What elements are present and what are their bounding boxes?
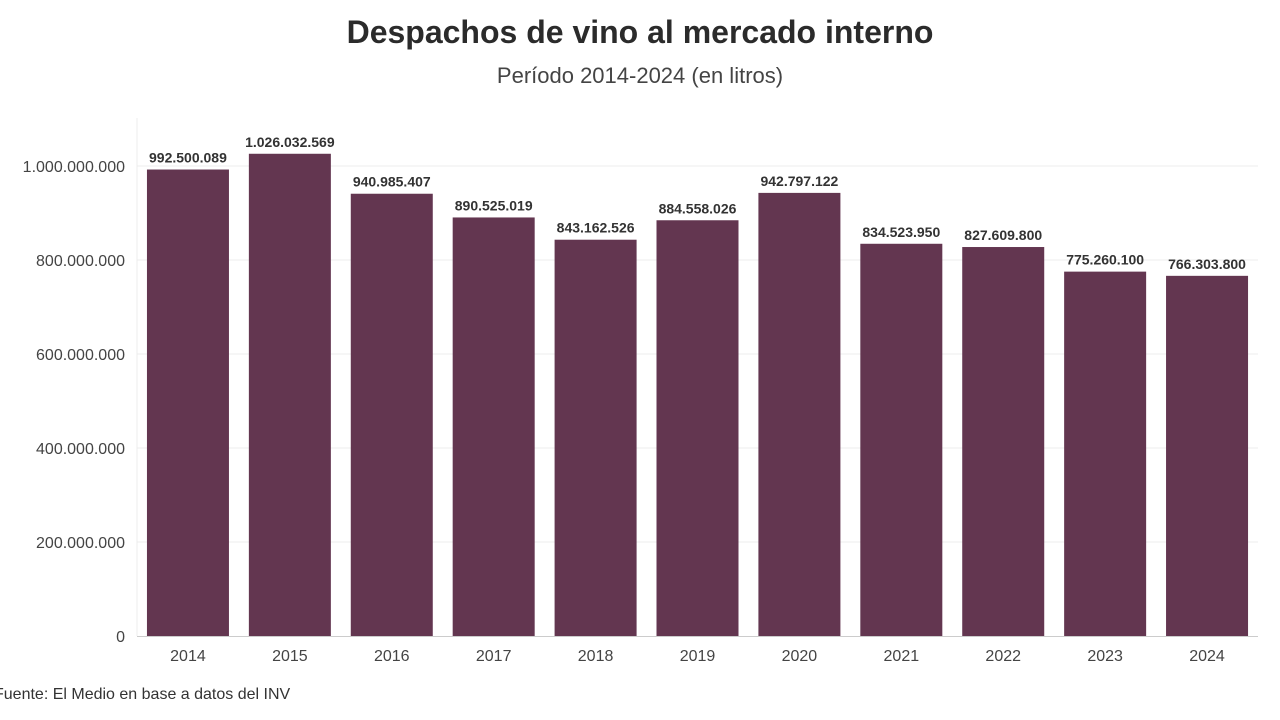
x-tick-label: 2016 [374, 648, 410, 665]
chart-title: Despachos de vino al mercado interno [346, 14, 934, 50]
bar-2016 [350, 193, 433, 636]
bars [146, 153, 1249, 637]
bar-2021 [860, 243, 943, 636]
value-label: 1.026.032.569 [245, 134, 335, 150]
y-tick-label: 600.000.000 [36, 347, 125, 364]
x-tick-label: 2024 [1189, 648, 1225, 665]
value-label: 992.500.089 [149, 150, 227, 166]
bar-2014 [146, 169, 229, 636]
value-label: 775.260.100 [1066, 252, 1144, 268]
x-tick-label: 2015 [272, 648, 308, 665]
value-labels: 992.500.089 1.026.032.569 940.985.407 890.5… [149, 134, 1246, 272]
value-label: 843.162.526 [557, 220, 635, 236]
y-tick-label: 1.000.000.000 [23, 159, 125, 176]
value-label: 766.303.800 [1168, 256, 1246, 272]
x-tick-label: 2017 [476, 648, 512, 665]
value-label: 940.985.407 [353, 174, 431, 190]
bar-2017 [452, 217, 535, 636]
y-tick-label: 800.000.000 [36, 253, 125, 270]
y-tick-label: 400.000.000 [36, 441, 125, 458]
value-label: 827.609.800 [964, 227, 1042, 243]
x-tick-label: 2021 [884, 648, 920, 665]
x-tick-label: 2018 [578, 648, 614, 665]
y-axis: 0 200.000.000 400.000.000 600.000.000 800.00… [23, 118, 1258, 646]
bar-2018 [554, 239, 637, 636]
value-label: 890.525.019 [455, 197, 533, 213]
x-tick-label: 2019 [680, 648, 716, 665]
x-tick-label: 2023 [1087, 648, 1123, 665]
bar-2023 [1064, 271, 1147, 636]
x-tick-label: 2020 [782, 648, 818, 665]
x-tick-label: 2022 [985, 648, 1021, 665]
bar-2022 [962, 247, 1045, 637]
value-label: 942.797.122 [760, 173, 838, 189]
bar-2015 [248, 153, 331, 636]
chart-subtitle: Período 2014-2024 (en litros) [496, 63, 784, 88]
bar-2019 [656, 220, 739, 636]
x-tick-label: 2014 [170, 648, 206, 665]
value-label: 884.558.026 [659, 200, 737, 216]
x-axis: 2014 2015 2016 2017 2018 2019 2020 2021 2022 2023… [170, 648, 1225, 665]
bar-2024 [1166, 275, 1249, 636]
y-tick-label: 0 [116, 629, 125, 646]
source-note: Fuente: El Medio en base a datos del INV [0, 686, 291, 703]
value-label: 834.523.950 [862, 224, 940, 240]
bar-2020 [758, 192, 841, 636]
y-tick-label: 200.000.000 [36, 535, 125, 552]
